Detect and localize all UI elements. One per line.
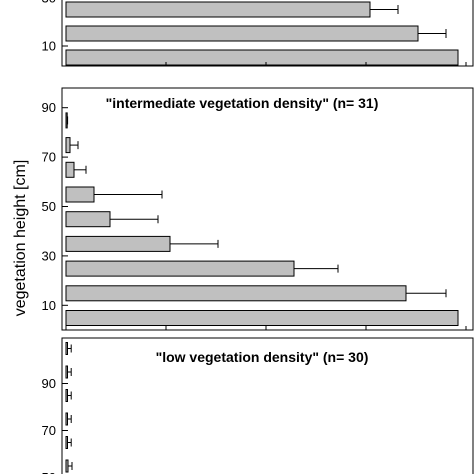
bar bbox=[65, 1, 371, 18]
bar bbox=[65, 186, 95, 203]
bar bbox=[65, 112, 68, 129]
y-tick-label: 10 bbox=[42, 39, 56, 54]
panel-low: "low vegetation density" (n= 30) 50 70 90 bbox=[42, 337, 474, 474]
y-tick-label: 90 bbox=[42, 100, 56, 115]
panel-top: 10 30 bbox=[42, 0, 474, 67]
y-tick-label: 70 bbox=[42, 423, 56, 438]
panel-title: "low vegetation density" (n= 30) bbox=[156, 349, 369, 365]
bar bbox=[65, 260, 295, 277]
bar bbox=[65, 137, 71, 154]
bar bbox=[65, 310, 459, 326]
y-tick-label: 30 bbox=[42, 0, 56, 6]
y-tick-label: 10 bbox=[42, 298, 56, 313]
panel-top-frame bbox=[61, 0, 474, 67]
panel-title: "intermediate vegetation density" (n= 31… bbox=[106, 95, 379, 111]
bar bbox=[65, 285, 407, 302]
bar bbox=[65, 211, 111, 228]
bar bbox=[65, 49, 459, 66]
bar bbox=[65, 459, 69, 473]
y-axis-title: vegetation height [cm] bbox=[12, 160, 29, 317]
bar bbox=[65, 25, 419, 42]
y-tick-label: 90 bbox=[42, 376, 56, 391]
y-tick-label: 50 bbox=[42, 470, 56, 474]
y-tick-label: 50 bbox=[42, 199, 56, 214]
panel-intermediate: "intermediate vegetation density" (n= 31… bbox=[42, 87, 474, 331]
y-tick-label: 70 bbox=[42, 150, 56, 165]
panel-low-frame bbox=[61, 337, 474, 474]
y-tick-label: 30 bbox=[42, 248, 56, 263]
bar bbox=[65, 161, 75, 178]
bar bbox=[65, 235, 171, 252]
panel-intermediate-frame bbox=[61, 87, 474, 331]
